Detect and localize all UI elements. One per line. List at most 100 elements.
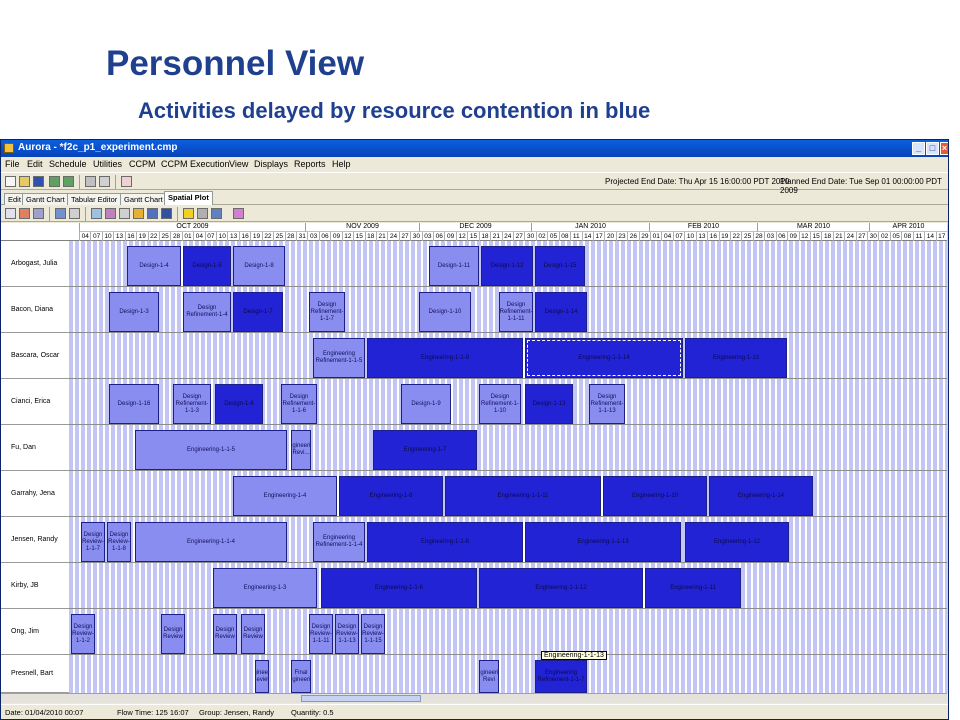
activity-bar[interactable]: Design-1-10 [419,292,471,332]
activity-bar[interactable]: Engineering-1-3 [213,568,317,608]
activity-bar[interactable]: Engineering Refinement-1-1-7 [535,660,587,693]
tools-icon[interactable] [197,208,208,219]
close-button[interactable]: × [940,142,948,155]
activity-bar[interactable]: Design-1-9 [401,384,451,424]
scrollbar-thumb[interactable] [301,695,421,702]
activity-bar[interactable]: Design Review-1-1-15 [361,614,385,654]
activity-bar[interactable]: Engineering-1-1-6 [321,568,477,608]
activity-bar[interactable]: Engineering-1-12 [685,522,789,562]
menu-displays[interactable]: Displays [254,159,289,169]
activity-bar[interactable]: Design Review [213,614,237,654]
activity-bar[interactable]: Design Review [161,614,185,654]
sort-icon[interactable] [33,208,44,219]
activity-bar[interactable]: Engineering-1-1-8 [367,522,523,562]
activity-bar[interactable]: Design Refinement-1-1-7 [309,292,345,332]
activity-bar[interactable]: Engineering Refinement-1-1-5 [313,338,365,378]
tab-gantt-chart-2[interactable]: Gantt Chart [120,193,167,205]
activity-bar[interactable]: Design Refinement-1-1-10 [479,384,521,424]
filter-icon[interactable] [19,208,30,219]
horizontal-scrollbar[interactable] [1,693,947,703]
activity-bar[interactable]: Design Refinement-1-1-11 [499,292,533,332]
calendar-icon[interactable] [121,176,132,187]
menu-ccpm-execution[interactable]: CCPM Execution [161,159,230,169]
menu-edit[interactable]: Edit [27,159,43,169]
activity-bar[interactable]: Engineering-1-1-11 [445,476,601,516]
help-icon[interactable] [211,208,222,219]
clock-icon[interactable] [91,208,102,219]
menu-schedule[interactable]: Schedule [49,159,87,169]
download-icon[interactable] [49,176,60,187]
activity-bar[interactable]: Engineering Refinement-1-1-4 [313,522,365,562]
activity-bar[interactable]: Design Refinement-1-4 [183,292,231,332]
activity-bar[interactable]: Design-1-15 [535,246,585,286]
activity-bar[interactable]: Design Refinement-1-1-13 [589,384,625,424]
activity-bar[interactable]: Engineering-1-14 [709,476,813,516]
tab-tabular-editor[interactable]: Tabular Editor [67,193,122,205]
activity-bar[interactable]: Design Refinement-1-1-6 [281,384,317,424]
new-icon[interactable] [5,176,16,187]
edit-icon[interactable] [5,208,16,219]
activity-bar[interactable]: Design-1-12 [481,246,533,286]
minimize-button[interactable]: _ [912,142,925,155]
menu-ccpm[interactable]: CCPM [129,159,156,169]
grid-icon[interactable] [55,208,66,219]
activity-bar[interactable]: Design Review-1-1-7 [81,522,105,562]
vertical-scrollbar[interactable] [947,223,948,693]
activity-bar[interactable]: Design-1-14 [535,292,587,332]
activity-bar[interactable]: Engineering-1-1-4 [135,522,287,562]
spatial-plot[interactable]: Arbogast, Julia Design-1-4 Design-1-5 De… [1,241,947,693]
activity-bar[interactable]: Engineering-1-4 [233,476,337,516]
activity-bar[interactable]: Design-1-5 [183,246,231,286]
activity-bar[interactable]: Engineering-1-1-5 [135,430,287,470]
menu-reports[interactable]: Reports [294,159,326,169]
activity-bar[interactable]: Engineering-1-11 [645,568,741,608]
activity-bar[interactable]: Design Refinement-1-1-3 [173,384,211,424]
activity-bar[interactable]: Engineering-1-7 [373,430,477,470]
activity-bar[interactable]: Engineering Review [255,660,269,693]
link-icon[interactable] [147,208,158,219]
activity-bar[interactable]: Design-1-11 [429,246,479,286]
open-icon[interactable] [19,176,30,187]
activity-bar[interactable]: Design Review-1-1-13 [335,614,359,654]
print-icon[interactable] [85,176,96,187]
menu-help[interactable]: Help [332,159,351,169]
save-icon[interactable] [33,176,44,187]
activity-bar[interactable]: Design-1-7 [233,292,283,332]
activity-bar[interactable]: Design Review-1-1-11 [309,614,333,654]
star-icon[interactable] [183,208,194,219]
print-preview-icon[interactable] [99,176,110,187]
activity-bar[interactable]: Design Review [241,614,265,654]
tab-gantt-chart[interactable]: Gantt Chart [22,193,69,205]
lock-icon[interactable] [133,208,144,219]
activity-bar[interactable]: Design-1-8 [233,246,285,286]
activity-bar[interactable]: Engineering-1-1-9 [367,338,523,378]
align-icon[interactable] [119,208,130,219]
settings-icon[interactable] [105,208,116,219]
upload-icon[interactable] [63,176,74,187]
activity-bar[interactable]: Engineering Revi [479,660,499,693]
menu-utilities[interactable]: Utilities [93,159,123,169]
activity-bar[interactable]: Design-1-6 [215,384,263,424]
list-icon[interactable] [69,208,80,219]
activity-bar[interactable]: Final Engineering [291,660,311,693]
activity-bar[interactable]: Design-1-4 [127,246,181,286]
activity-bar[interactable]: Engineering-1-1-14 [525,338,683,378]
activity-bar[interactable]: Engineering-1-13 [685,338,787,378]
maximize-button[interactable]: □ [926,142,939,155]
activity-bar[interactable]: Engineering Revi... [291,430,311,470]
menu-file[interactable]: File [5,159,20,169]
activity-bar[interactable]: Engineering-1-8 [339,476,443,516]
activity-bar[interactable]: Design-1-3 [109,292,159,332]
menu-view[interactable]: View [229,159,249,169]
status-date: Date: 01/04/2010 00:07 [5,708,84,717]
activity-bar[interactable]: Design Review-1-1-8 [107,522,131,562]
tab-spatial-plot[interactable]: Spatial Plot [164,191,213,205]
chain-icon[interactable] [161,208,172,219]
activity-bar[interactable]: Engineering-1-1-12 [479,568,643,608]
activity-bar[interactable]: Engineering-1-1-13 [525,522,681,562]
monitor-icon[interactable] [233,208,244,219]
activity-bar[interactable]: Design-1-16 [109,384,159,424]
activity-bar[interactable]: Engineering-1-10 [603,476,707,516]
activity-bar[interactable]: Design-1-13 [525,384,573,424]
activity-bar[interactable]: Design Review-1-1-2 [71,614,95,654]
